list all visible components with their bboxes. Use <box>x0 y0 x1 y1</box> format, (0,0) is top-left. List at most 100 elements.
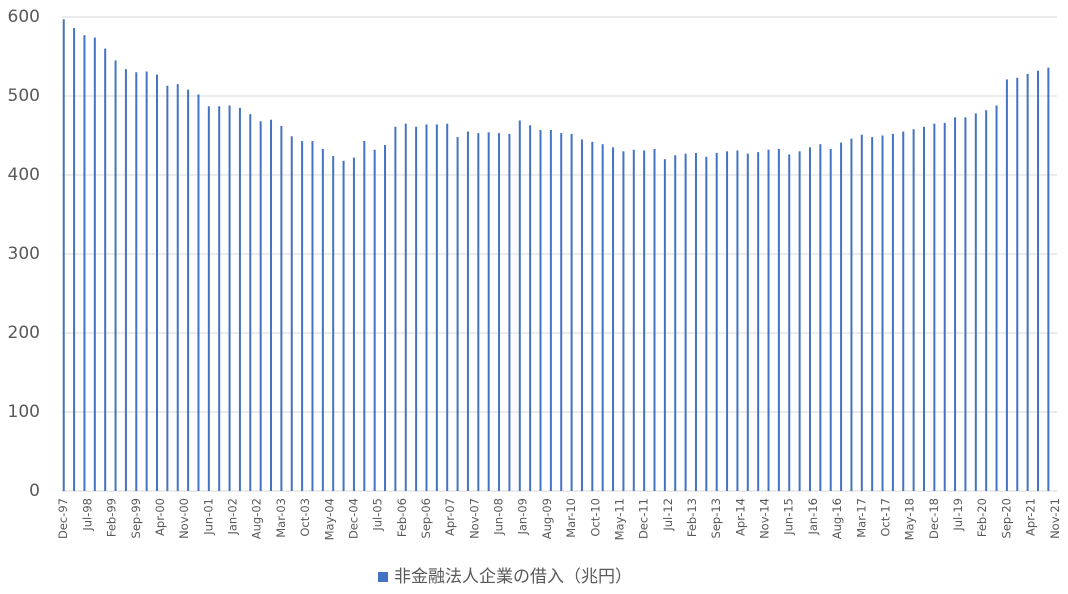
x-tick-label: Jun-08 <box>492 498 506 536</box>
bar <box>529 125 532 491</box>
bar <box>871 137 874 491</box>
x-tick-label: Jun-15 <box>782 498 796 536</box>
bar <box>446 123 449 492</box>
x-tick-label: Jul-98 <box>80 498 94 532</box>
bar <box>145 71 148 491</box>
x-tick-label: Jul-12 <box>661 498 675 532</box>
x-tick-label: Oct-17 <box>878 498 892 537</box>
x-tick-label: Dec-18 <box>927 498 941 539</box>
bar <box>622 151 625 492</box>
x-tick-label: Apr-14 <box>733 498 747 536</box>
x-tick-label: Apr-00 <box>153 498 167 536</box>
x-tick-label: Nov-14 <box>758 498 772 539</box>
x-tick-label: Aug-02 <box>250 498 264 539</box>
bar <box>715 152 718 491</box>
x-tick-label: May-04 <box>322 498 336 540</box>
bar <box>218 106 221 492</box>
bar <box>415 126 418 491</box>
x-tick-label: Mar-17 <box>854 498 868 538</box>
y-tick-label: 500 <box>8 86 40 106</box>
bar <box>694 152 697 491</box>
bar <box>891 133 894 492</box>
bar <box>342 160 345 491</box>
bar <box>1005 79 1008 491</box>
bar <box>964 117 967 491</box>
x-tick-label: Aug-09 <box>540 498 554 539</box>
bar <box>829 148 832 491</box>
bar <box>290 136 293 492</box>
bar <box>384 144 387 492</box>
bar <box>798 151 801 492</box>
x-tick-label: Aug-16 <box>830 498 844 539</box>
bar <box>601 144 604 491</box>
bar <box>197 94 200 492</box>
x-tick-label: Feb-13 <box>685 498 699 537</box>
x-tick-label: Feb-06 <box>395 498 409 537</box>
legend-swatch <box>378 572 388 582</box>
y-tick-label: 300 <box>8 244 40 264</box>
bar <box>850 138 853 491</box>
bar <box>404 123 407 492</box>
bar <box>352 157 355 491</box>
bar <box>777 148 780 491</box>
bar <box>643 150 646 491</box>
bar <box>394 126 397 491</box>
bar <box>498 133 501 491</box>
bar <box>249 114 252 492</box>
bar <box>487 132 490 491</box>
x-tick-label: Dec-04 <box>346 498 360 539</box>
bar <box>93 37 96 491</box>
x-tick-label: Oct-03 <box>298 498 312 537</box>
x-tick-label: Apr-07 <box>443 498 457 536</box>
bar <box>663 159 666 491</box>
bar <box>653 148 656 491</box>
x-tick-label: Sep-20 <box>999 498 1013 538</box>
bar <box>466 131 469 492</box>
bar <box>705 156 708 491</box>
x-tick-label: Jan-16 <box>806 498 820 536</box>
x-tick-label: Sep-06 <box>419 498 433 538</box>
bar <box>788 154 791 491</box>
bar <box>321 148 324 491</box>
bar <box>62 19 65 492</box>
bar <box>135 72 138 492</box>
bar <box>176 84 179 492</box>
x-tick-label: Nov-00 <box>177 498 191 539</box>
bar <box>270 119 273 491</box>
bar <box>166 85 169 491</box>
bar <box>570 133 573 492</box>
x-tick-label: Jul-19 <box>951 498 965 532</box>
bar <box>1047 67 1050 491</box>
bar <box>1016 77 1019 491</box>
bar <box>332 156 335 492</box>
bar <box>124 69 127 491</box>
x-tick-label: Oct-10 <box>588 498 602 537</box>
bar <box>840 142 843 492</box>
bar <box>881 135 884 491</box>
x-tick-label: May-11 <box>612 498 626 540</box>
bar <box>549 129 552 491</box>
bar <box>757 152 760 491</box>
x-tick-label: Feb-99 <box>105 498 119 537</box>
x-tick-label: Jan-02 <box>226 498 240 536</box>
x-tick-label: Feb-20 <box>975 498 989 537</box>
bar <box>1026 73 1029 491</box>
x-tick-label: May-18 <box>903 498 917 540</box>
x-tick-label: Nov-21 <box>1048 498 1062 539</box>
y-tick-label: 0 <box>29 481 40 501</box>
x-tick-label: Mar-10 <box>564 498 578 538</box>
bar <box>83 35 86 492</box>
y-tick-label: 100 <box>8 402 40 422</box>
bar <box>819 144 822 491</box>
x-tick-label: Dec-11 <box>637 498 651 539</box>
bar <box>539 129 542 491</box>
bar <box>187 89 190 492</box>
bar <box>912 129 915 491</box>
bar <box>311 141 314 491</box>
bar <box>301 141 304 491</box>
bar <box>518 120 521 492</box>
bar <box>995 105 998 491</box>
x-tick-label: Dec-97 <box>56 498 70 539</box>
